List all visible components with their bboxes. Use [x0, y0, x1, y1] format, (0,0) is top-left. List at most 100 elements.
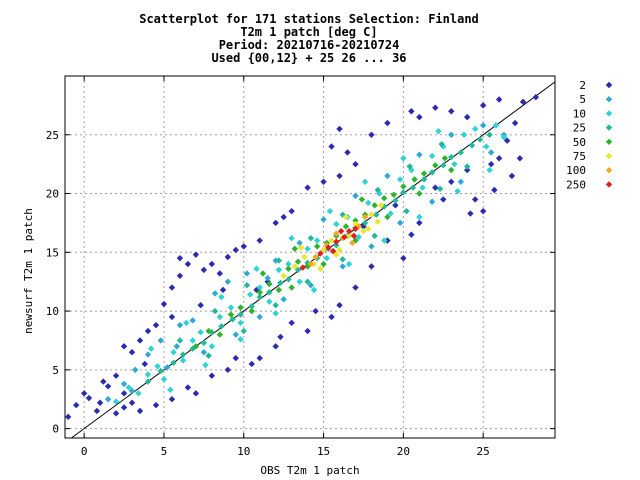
legend-marker: [605, 152, 613, 160]
data-point-2: [511, 119, 519, 127]
data-point-2: [304, 184, 311, 191]
data-point-2: [128, 399, 136, 406]
data-point-25: [144, 378, 152, 385]
data-point-50: [275, 286, 283, 294]
data-point-75: [360, 227, 367, 235]
data-point-10: [246, 291, 254, 298]
data-point-2: [240, 243, 247, 250]
y-tick-label: 25: [46, 129, 59, 142]
legend-marker: [605, 110, 613, 117]
data-point-10: [170, 349, 177, 356]
data-point-25: [237, 311, 244, 318]
data-point-75: [320, 246, 327, 254]
data-point-50: [448, 166, 455, 174]
data-point-50: [390, 191, 397, 198]
data-point-25: [243, 282, 251, 289]
data-point-2: [384, 119, 391, 127]
data-point-100: [312, 253, 319, 261]
data-point-50: [432, 162, 439, 169]
data-point-2: [516, 155, 524, 162]
data-point-25: [409, 184, 417, 191]
legend-marker: [605, 124, 613, 131]
data-point-2: [224, 366, 232, 374]
data-point-50: [256, 289, 263, 296]
data-point-75: [317, 265, 324, 272]
data-point-5: [132, 366, 139, 374]
y-tick-label: 10: [46, 305, 59, 318]
data-point-75: [301, 253, 308, 261]
data-point-10: [471, 125, 479, 133]
data-point-250: [329, 247, 337, 255]
data-point-25: [307, 234, 314, 242]
identity-line-layer: [71, 81, 556, 439]
data-point-5: [211, 290, 219, 297]
data-point-2: [352, 284, 359, 291]
identity-line: [71, 81, 556, 439]
title-line-2: T2m 1 patch [deg C]: [240, 25, 377, 39]
data-point-5: [144, 351, 152, 358]
data-point-10: [416, 213, 423, 221]
data-point-2: [152, 321, 160, 329]
data-point-10: [227, 304, 235, 311]
data-point-2: [224, 253, 232, 261]
data-point-75: [336, 246, 343, 254]
data-point-2: [128, 349, 136, 356]
data-point-5: [157, 337, 164, 344]
data-point-250: [345, 227, 353, 235]
data-point-5: [200, 349, 208, 356]
data-point-50: [227, 311, 235, 318]
data-point-10: [167, 386, 174, 394]
data-point-5: [128, 387, 136, 395]
data-point-2: [503, 137, 511, 144]
chart-title: Scatterplot for 171 stations Selection: …: [139, 12, 479, 65]
data-point-2: [120, 404, 128, 411]
data-point-50: [358, 196, 366, 203]
data-point-5: [479, 122, 487, 129]
data-point-5: [256, 313, 263, 321]
data-point-2: [96, 399, 104, 406]
data-point-2: [112, 372, 120, 379]
y-tick-label: 20: [46, 188, 59, 201]
data-point-5: [189, 317, 196, 324]
data-point-25: [333, 242, 340, 249]
data-point-10: [396, 176, 404, 183]
data-point-25: [371, 232, 378, 240]
data-point-50: [342, 223, 350, 230]
data-point-10: [408, 166, 415, 174]
data-point-25: [218, 323, 225, 330]
data-point-10: [154, 363, 161, 370]
data-point-10: [419, 184, 426, 191]
legend-label: 5: [579, 93, 586, 106]
data-point-25: [373, 211, 380, 218]
data-point-5: [384, 172, 391, 180]
data-point-10: [486, 166, 493, 174]
data-point-10: [179, 357, 187, 364]
data-point-10: [333, 220, 340, 228]
data-point-5: [173, 343, 180, 350]
data-point-2: [93, 407, 101, 415]
x-tick-label: 5: [161, 445, 168, 458]
data-point-75: [298, 244, 305, 251]
data-point-2: [184, 260, 192, 268]
data-point-25: [374, 186, 382, 194]
data-point-2: [112, 410, 120, 417]
data-point-2: [256, 237, 263, 244]
legend-marker: [605, 96, 613, 103]
data-point-10: [451, 160, 458, 168]
data-point-25: [272, 301, 279, 309]
data-point-50: [400, 183, 407, 190]
data-point-75: [280, 272, 287, 280]
data-point-2: [479, 207, 487, 215]
data-point-100: [361, 213, 369, 221]
data-point-2: [464, 113, 471, 121]
data-point-2: [219, 286, 227, 294]
data-point-5: [163, 364, 171, 371]
data-point-50: [320, 260, 327, 268]
data-point-5: [428, 198, 436, 205]
data-point-2: [519, 98, 527, 106]
data-point-10: [454, 187, 461, 195]
data-point-25: [440, 162, 447, 169]
data-point-10: [275, 266, 283, 274]
data-point-2: [491, 186, 498, 194]
data-point-2: [360, 223, 367, 230]
